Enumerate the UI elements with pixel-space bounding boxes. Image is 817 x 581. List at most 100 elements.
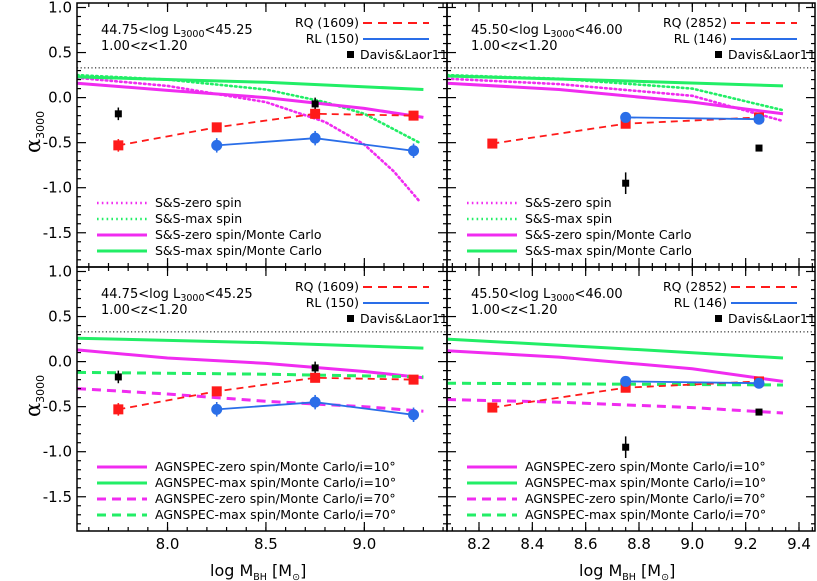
legend-model-label-1: S&S-zero spin xyxy=(155,195,242,210)
panel-plot-area xyxy=(447,331,815,459)
rq-point xyxy=(211,386,222,397)
y-axis-subscript: 3000 xyxy=(34,375,47,403)
y-tick-label: 0.5 xyxy=(48,44,72,62)
x-tick-label: 9.2 xyxy=(734,535,758,553)
model-curve-4 xyxy=(77,75,424,91)
y-tick-label: 0.0 xyxy=(48,353,72,371)
bin-label-tail: <45.25 xyxy=(205,23,253,38)
luminosity-bin-label: 44.75<log L3000<45.25 xyxy=(101,287,253,304)
rq-point xyxy=(113,404,124,415)
legend-model-label-1: AGNSPEC-zero spin/Monte Carlo/i=10° xyxy=(155,459,396,474)
y-tick-label: -1.0 xyxy=(43,179,72,197)
panel-plot-area xyxy=(77,67,447,203)
panel-frame xyxy=(446,266,816,532)
rl-point xyxy=(620,375,632,387)
y-axis-symbol: α xyxy=(21,403,45,417)
panel-bottom-right: 45.50<log L3000<46.001.00<z<1.20 RQ (2852… xyxy=(446,266,816,532)
legend-model-label-4: S&S-max spin/Monte Carlo xyxy=(525,243,692,258)
y-tick-label: -1.0 xyxy=(43,443,72,461)
legend-model-label-3: S&S-zero spin/Monte Carlo xyxy=(525,227,692,242)
model-curve-4 xyxy=(447,74,784,88)
bin-label-subscript: 3000 xyxy=(180,293,204,304)
legend-davis-laor-label: Davis&Laor11 xyxy=(728,47,816,62)
legend-model-label-2: S&S-max spin xyxy=(155,211,242,226)
x-axis-subscript: BH xyxy=(253,572,267,581)
luminosity-bin-label: 45.50<log L3000<46.00 xyxy=(471,287,623,304)
y-axis-symbol: α xyxy=(21,139,45,153)
y-tick-label: 0.5 xyxy=(48,308,72,326)
rq-point xyxy=(310,108,321,119)
model-curve-1 xyxy=(447,349,784,383)
legend-rq-label: RQ (1609) xyxy=(295,15,359,30)
redshift-bin-label: 1.00<z<1.20 xyxy=(471,303,558,318)
rl-point xyxy=(753,377,765,389)
y-tick-label: 1.0 xyxy=(48,0,72,17)
luminosity-bin-label: 45.50<log L3000<46.00 xyxy=(471,23,623,40)
legend-model-label-1: AGNSPEC-zero spin/Monte Carlo/i=10° xyxy=(525,459,766,474)
bin-label-tail: <46.00 xyxy=(575,23,623,38)
legend-davis-laor-label: Davis&Laor11 xyxy=(728,311,816,326)
legend-model-label-3: S&S-zero spin/Monte Carlo xyxy=(155,227,322,242)
luminosity-bin-label: 44.75<log L3000<45.25 xyxy=(101,23,253,40)
legend-rl-label: RL (146) xyxy=(674,295,727,310)
model-curve-2 xyxy=(77,336,424,350)
model-curve-3 xyxy=(77,387,424,413)
legend-rq-label: RQ (2852) xyxy=(663,15,727,30)
y-tick-label: -1.5 xyxy=(43,488,72,506)
rq-point xyxy=(408,374,419,385)
legend-model-label-4: S&S-max spin/Monte Carlo xyxy=(155,243,322,258)
bin-label-main: 45.50<log L xyxy=(471,23,551,38)
rl-line xyxy=(625,380,760,385)
davis-laor-point xyxy=(622,179,630,187)
rl-point xyxy=(753,113,765,125)
y-tick-label: 0.0 xyxy=(48,89,72,107)
davis-laor-point xyxy=(311,100,319,108)
rq-point xyxy=(310,372,321,383)
rq-point xyxy=(113,140,124,151)
legend-rq-label: RQ (2852) xyxy=(663,279,727,294)
x-axis-unit-close: ] xyxy=(669,561,675,580)
legend-davis-laor-label: Davis&Laor11 xyxy=(360,47,448,62)
x-axis-main: log M xyxy=(579,561,622,580)
rq-point xyxy=(408,110,419,121)
bin-label-tail: <45.25 xyxy=(205,287,253,302)
legend-davis-laor-marker xyxy=(715,51,722,58)
davis-laor-point xyxy=(311,364,319,372)
rl-point xyxy=(309,132,321,144)
bin-label-subscript: 3000 xyxy=(180,29,204,40)
x-axis-unit-open: [M xyxy=(267,561,292,580)
y-tick-label: -1.5 xyxy=(43,224,72,242)
legend-model-label-2: S&S-max spin xyxy=(525,211,612,226)
x-axis-unit-symbol: ⊙ xyxy=(292,572,300,581)
legend-model-label-3: AGNSPEC-zero spin/Monte Carlo/i=70° xyxy=(155,491,396,506)
rl-point xyxy=(211,403,223,415)
legend-rl-label: RL (150) xyxy=(306,31,359,46)
model-curve-1 xyxy=(77,76,421,203)
rq-point xyxy=(487,138,498,149)
bin-label-subscript: 3000 xyxy=(550,293,574,304)
legend-rl-label: RL (150) xyxy=(306,295,359,310)
legend-model-label-2: AGNSPEC-max spin/Monte Carlo/i=10° xyxy=(155,475,396,490)
redshift-bin-label: 1.00<z<1.20 xyxy=(101,303,188,318)
model-curve-4 xyxy=(77,370,424,379)
x-tick-label: 8.2 xyxy=(467,535,491,553)
legend-davis-laor-marker xyxy=(715,315,722,322)
legend-model-label-3: AGNSPEC-zero spin/Monte Carlo/i=70° xyxy=(525,491,766,506)
davis-laor-point xyxy=(622,443,630,451)
model-curve-2 xyxy=(447,73,785,112)
rq-point xyxy=(211,122,222,133)
model-curve-1 xyxy=(77,348,424,380)
davis-laor-point xyxy=(755,144,763,152)
bin-label-subscript: 3000 xyxy=(550,29,574,40)
rl-point xyxy=(211,139,223,151)
rl-point xyxy=(620,111,632,123)
redshift-bin-label: 1.00<z<1.20 xyxy=(471,39,558,54)
x-tick-label: 8.0 xyxy=(156,535,180,553)
model-curve-3 xyxy=(447,398,784,415)
x-axis-subscript: BH xyxy=(622,572,636,581)
y-axis-subscript: 3000 xyxy=(34,111,47,139)
x-tick-label: 9.0 xyxy=(352,535,376,553)
